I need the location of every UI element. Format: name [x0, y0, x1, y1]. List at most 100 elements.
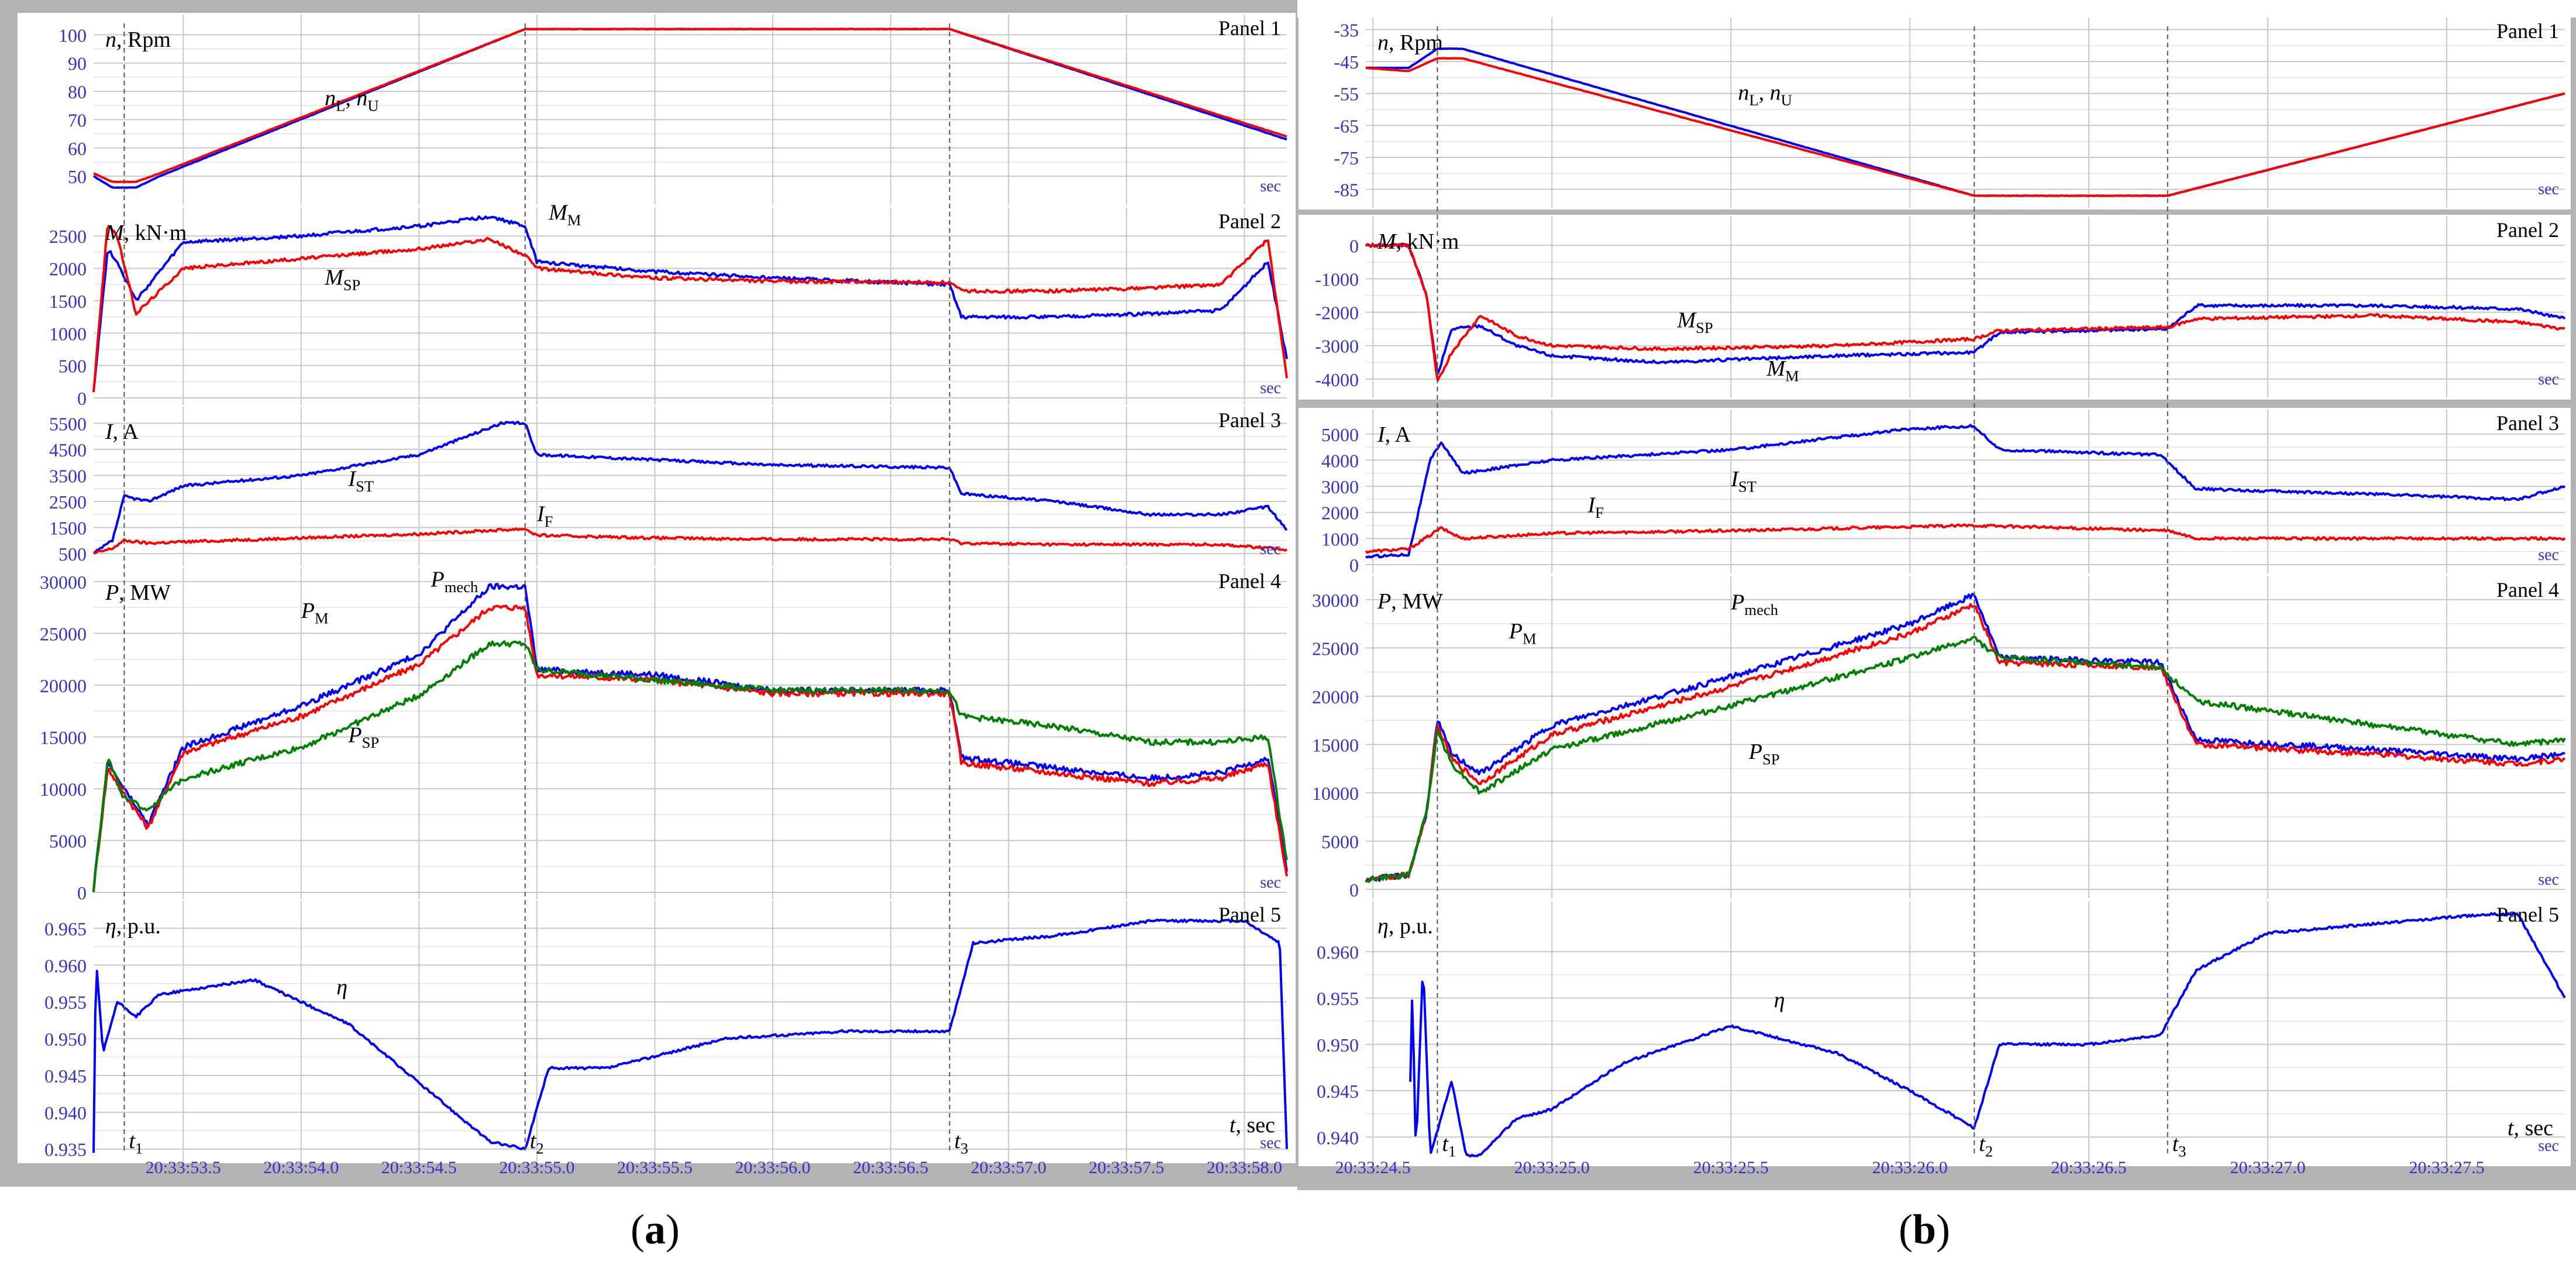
- time-marker-label: t2: [530, 1129, 544, 1157]
- y-axis-label: I, A: [105, 420, 139, 444]
- sec-label: sec: [1260, 1134, 1281, 1152]
- y-tick-label: 1000: [49, 323, 87, 344]
- y-tick-label: 60: [68, 138, 87, 159]
- sec-label: sec: [1260, 177, 1281, 195]
- y-tick-label: 0: [1349, 235, 1359, 256]
- y-tick-label: 0: [1349, 879, 1359, 901]
- panel-background: [18, 13, 1296, 207]
- series-annotation: PM: [1509, 619, 1537, 648]
- time-marker-label: t3: [2172, 1132, 2186, 1160]
- panel-b-1: -35 -45 -55 -65 -75 -85 Panel 1 n, Rpm sec nL, nU: [1299, 16, 2571, 209]
- sec-label: sec: [2538, 180, 2559, 198]
- sec-label: sec: [1260, 540, 1281, 558]
- panel-background: [1299, 575, 2571, 900]
- panel-b-5: 0.940 0.945 0.950 0.955 0.960 Panel 5 η, p.u. s…: [1299, 899, 2571, 1166]
- x-tick-label: 20:33:25.5: [1693, 1158, 1769, 1177]
- x-tick-label: 20:33:27.5: [2409, 1158, 2484, 1177]
- panel-background: [1299, 899, 2571, 1166]
- y-tick-label: -65: [1334, 115, 1359, 136]
- series-annotation: MM: [1766, 356, 1799, 385]
- y-tick-label: 0: [1349, 555, 1359, 576]
- y-tick-label: 25000: [40, 623, 87, 644]
- series-line-green: [1365, 635, 2566, 883]
- y-axis-label: n, Rpm: [1377, 30, 1443, 55]
- y-axis-label: M, kN·m: [105, 221, 187, 245]
- y-tick-label: 0.940: [44, 1102, 87, 1123]
- time-marker-label: t2: [1979, 1132, 1993, 1160]
- y-tick-label: 80: [68, 81, 87, 102]
- series-line-blue: [92, 583, 1288, 892]
- y-tick-label: 0.955: [1317, 988, 1359, 1009]
- y-tick-label: 25000: [1312, 638, 1359, 659]
- x-tick-label: 20:33:26.5: [2051, 1158, 2127, 1177]
- sec-label: sec: [2538, 370, 2559, 389]
- sec-label: sec: [1260, 874, 1281, 892]
- panel-name: Panel 1: [1218, 16, 1281, 40]
- y-tick-label: -1000: [1315, 269, 1359, 290]
- y-tick-label: 500: [58, 544, 87, 565]
- sec-label: sec: [2538, 871, 2559, 889]
- panel-background: [1299, 215, 2571, 400]
- panel-name: Panel 4: [2496, 578, 2559, 602]
- x-axis-label: t, sec: [1230, 1113, 1275, 1137]
- series-annotation: PSP: [1748, 740, 1780, 768]
- series-line-green: [92, 640, 1288, 892]
- x-tick-label: 20:33:24.5: [1335, 1158, 1411, 1177]
- series-line-red: [1365, 57, 2565, 197]
- series-annotation: IF: [1587, 493, 1603, 522]
- y-tick-label: 0.960: [1317, 941, 1359, 963]
- panel-name: Panel 2: [2496, 218, 2559, 242]
- series-line-red: [1365, 603, 2566, 883]
- x-tick-label: 20:33:55.0: [499, 1158, 574, 1177]
- series-line-red: [93, 28, 1287, 184]
- panel-background: [18, 405, 1296, 569]
- y-tick-label: 0.960: [44, 955, 87, 976]
- panel-name: Panel 5: [2496, 903, 2559, 926]
- y-axis-label: n, Rpm: [105, 28, 171, 52]
- y-tick-label: 0.935: [44, 1139, 87, 1160]
- panel-a-3: 500 1500 2500 3500 4500 5500 Panel 3 I, A sec IST…: [18, 405, 1296, 569]
- x-tick-label: 20:33:54.5: [381, 1158, 457, 1177]
- y-axis-label: P, MW: [105, 580, 171, 605]
- y-tick-label: -45: [1334, 51, 1359, 73]
- y-tick-label: 0.965: [44, 918, 87, 939]
- panel-a-4: 0 5000 10000 15000 20000 25000 30000 Panel 4 P, …: [18, 566, 1296, 903]
- x-tick-label: 20:33:26.0: [1872, 1158, 1948, 1177]
- y-tick-label: -35: [1334, 19, 1359, 40]
- y-tick-label: 3000: [1321, 476, 1359, 497]
- x-tick-label: 20:33:57.0: [971, 1158, 1046, 1177]
- y-tick-label: 90: [68, 53, 87, 74]
- series-line-red: [92, 604, 1288, 892]
- y-tick-label: 20000: [1312, 686, 1359, 707]
- y-tick-label: 1000: [1321, 528, 1359, 549]
- y-tick-label: 0: [77, 388, 87, 409]
- series-annotation: PSP: [347, 723, 379, 751]
- y-tick-label: 15000: [40, 727, 87, 748]
- y-tick-label: 50: [68, 166, 87, 187]
- y-tick-label: 1500: [49, 291, 87, 312]
- panel-background: [1299, 408, 2571, 575]
- y-tick-label: -55: [1334, 84, 1359, 105]
- chart-a: 50 60 70 80 90 100 Panel 1 n, Rpm sec nL, nU 0 500 1…: [18, 13, 1296, 1177]
- y-tick-label: 5500: [49, 413, 87, 434]
- time-marker-label: t1: [1442, 1132, 1456, 1160]
- x-tick-label: 20:33:55.5: [617, 1158, 693, 1177]
- y-tick-label: 10000: [40, 779, 87, 800]
- y-tick-label: 30000: [1312, 590, 1359, 611]
- panel-a-5: 0.935 0.940 0.945 0.950 0.955 0.960 0.965 Panel…: [18, 899, 1296, 1163]
- x-tick-label: 20:33:27.0: [2230, 1158, 2306, 1177]
- panel-name: Panel 1: [2496, 19, 2559, 43]
- y-tick-label: 0: [77, 882, 87, 903]
- panel-background: [18, 566, 1296, 903]
- series-line-blue: [1365, 242, 2566, 375]
- y-tick-label: 0.945: [44, 1066, 87, 1087]
- y-tick-label: -85: [1334, 180, 1359, 201]
- series-line-red: [1365, 243, 2565, 382]
- x-tick-label: 20:33:54.0: [263, 1158, 339, 1177]
- series-annotation: IF: [536, 501, 553, 530]
- series-annotation: MSP: [1676, 308, 1713, 336]
- y-tick-label: 1500: [49, 518, 87, 539]
- y-tick-label: 0.955: [44, 992, 87, 1013]
- x-tick-label: 20:33:53.5: [146, 1158, 221, 1177]
